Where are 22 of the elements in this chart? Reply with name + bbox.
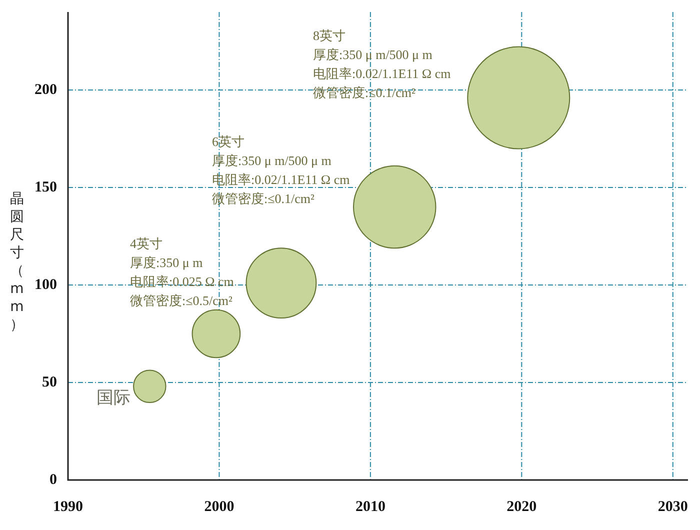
annotation: 微管密度:≤0.1/cm² <box>212 190 314 206</box>
x-tick-label: 2030 <box>658 498 688 515</box>
y-axis-title: 晶圆尺寸（mm） <box>9 190 25 334</box>
y-tick-label: 150 <box>34 179 57 196</box>
x-tick-label: 1990 <box>53 498 83 515</box>
x-tick-label: 2000 <box>204 498 234 515</box>
x-tick-label: 2020 <box>506 498 537 515</box>
annotation: 电阻率:0.02/1.1E11 Ω cm <box>313 66 451 81</box>
annotation: 6英寸 <box>212 134 244 149</box>
annotation: 厚度:350 μ m/500 μ m <box>212 152 332 168</box>
y-tick-label: 100 <box>34 276 57 293</box>
x-tick-label: 2010 <box>355 498 386 515</box>
y-tick-label: 50 <box>42 374 57 390</box>
annotation: 电阻率:0.02/1.1E11 Ω cm <box>212 172 350 187</box>
y-tick-label: 200 <box>34 82 57 98</box>
annotation: 4英寸 <box>130 236 162 251</box>
annotation: 8英寸 <box>313 28 346 43</box>
series-label: 国际 <box>96 388 131 408</box>
annotation: 微管密度:≤0.5/cm² <box>130 292 232 308</box>
annotation: 厚度:350 μ m <box>130 254 203 270</box>
annotation: 厚度:350 μ m/500 μ m <box>313 46 432 62</box>
y-tick-label: 0 <box>50 472 57 488</box>
